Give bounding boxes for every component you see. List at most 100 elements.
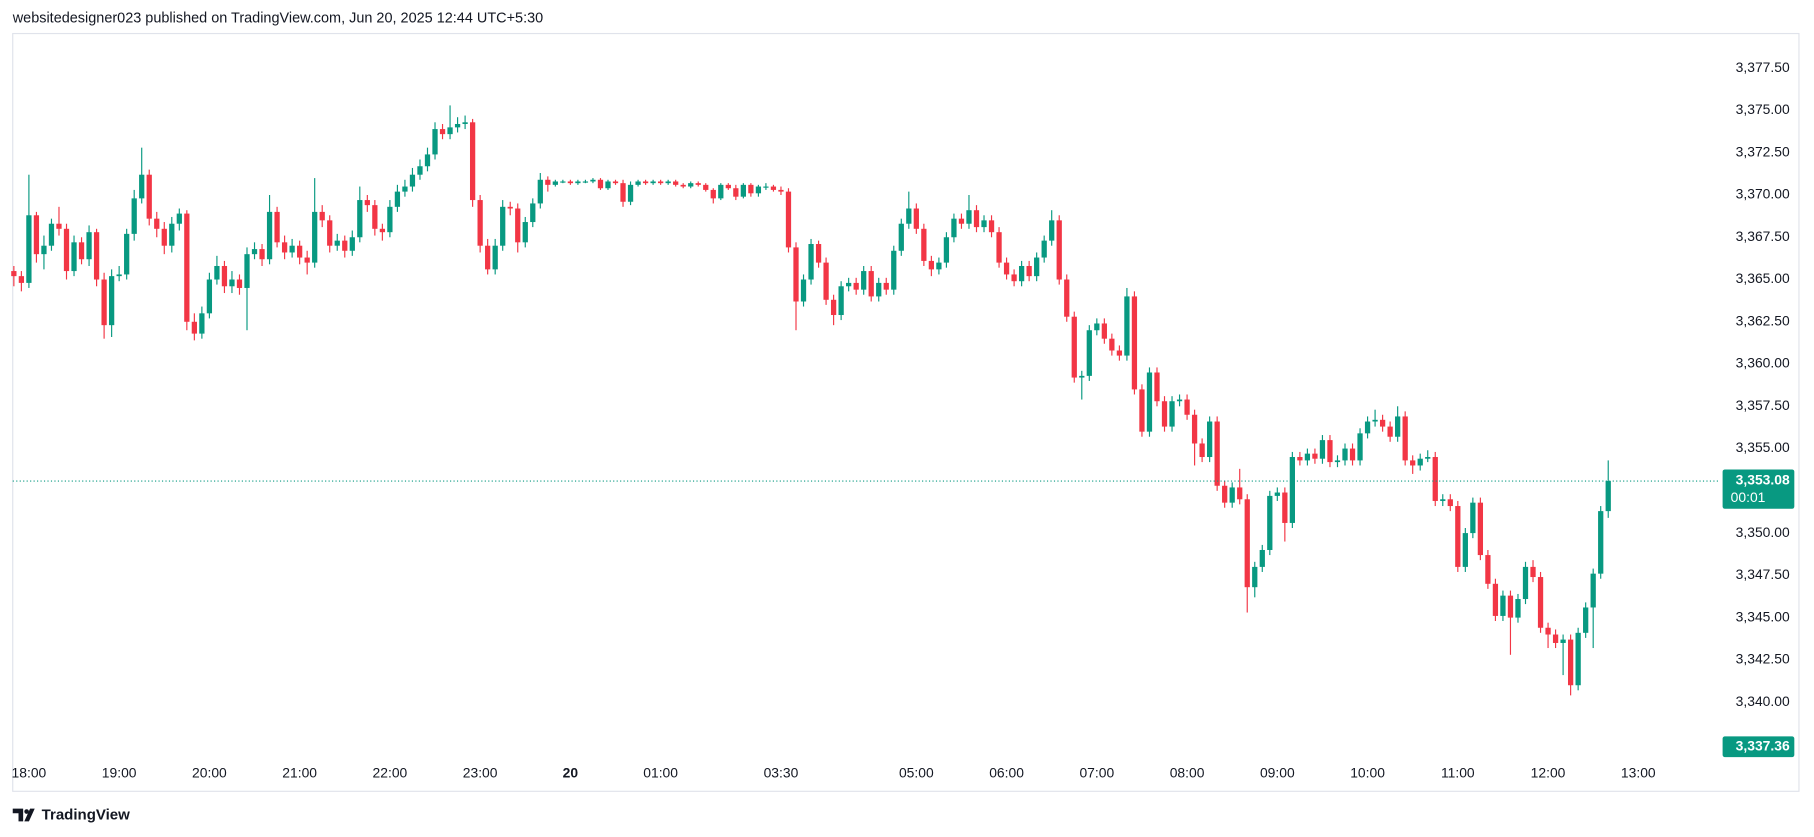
candle-body (1304, 453, 1311, 461)
candle-body (101, 279, 107, 326)
candle-body (838, 286, 844, 316)
candle-body (492, 245, 498, 270)
candle-body (364, 200, 370, 206)
candle-body (1289, 457, 1295, 523)
candle-body (477, 200, 483, 246)
candle-body (372, 205, 378, 229)
candle-body (650, 181, 656, 184)
x-tick-label: 22:00 (373, 765, 408, 781)
candle-body (808, 244, 814, 280)
candle-body (1432, 457, 1438, 501)
candle-body (1199, 443, 1205, 458)
y-tick-label: 3,367.50 (1736, 228, 1790, 244)
last-price-box (1722, 469, 1795, 509)
candle-body (1101, 323, 1107, 339)
candle-body (876, 282, 882, 297)
candle-body (357, 200, 363, 238)
candle-body (710, 189, 716, 199)
candle-body (1560, 639, 1566, 643)
candle-body (627, 184, 634, 202)
y-tick-label: 3,365.00 (1736, 270, 1790, 286)
y-tick-label: 3,370.00 (1736, 186, 1790, 202)
candle-body (1470, 502, 1476, 534)
candle-body (289, 245, 295, 253)
candle-body (846, 282, 852, 287)
candle-body (718, 184, 724, 199)
candle-body (1327, 440, 1333, 463)
candle-body (71, 242, 77, 272)
y-tick-label: 3,357.50 (1736, 397, 1790, 413)
candle-body (11, 271, 17, 277)
candle-body (1146, 372, 1153, 432)
candle-body (312, 211, 318, 263)
candle-body (394, 191, 401, 207)
candle-body (1492, 583, 1499, 616)
candle-body (673, 181, 679, 185)
candle-body (63, 228, 70, 272)
candle-body (861, 271, 867, 290)
candle-body (1537, 577, 1544, 628)
candle-body (1319, 440, 1326, 459)
candle-body (1139, 389, 1145, 432)
candle-body (575, 181, 581, 184)
candle-body (680, 184, 686, 187)
candle-body (635, 181, 641, 185)
candle-body (936, 262, 942, 270)
candle-body (221, 265, 228, 287)
candle-body (1349, 448, 1356, 461)
y-tick-label: 3,342.50 (1736, 651, 1790, 667)
candle-body (1410, 460, 1416, 466)
candle-body (1237, 487, 1243, 500)
candle-body (988, 220, 995, 233)
candle-body (161, 228, 167, 246)
candle-body (1252, 566, 1258, 588)
candle-body (1402, 416, 1408, 461)
candle-body (1244, 499, 1250, 588)
candle-body (537, 179, 543, 204)
candle-body (785, 191, 792, 248)
candle-body (898, 223, 904, 251)
candle-body (1440, 499, 1446, 501)
y-tick-label: 3,377.50 (1736, 59, 1790, 75)
candle-body (695, 183, 701, 185)
candle-body (1583, 607, 1589, 633)
candle-body (1567, 639, 1574, 686)
candle-body (1071, 316, 1077, 378)
candle-body (958, 218, 965, 224)
candle-body (33, 215, 40, 255)
candle-body (823, 262, 829, 300)
candle-body (1507, 595, 1514, 618)
y-tick-label: 3,372.50 (1736, 143, 1790, 159)
candle-body (830, 299, 837, 316)
y-tick-label: 3,355.00 (1736, 439, 1790, 455)
candle-body (590, 179, 596, 182)
x-tick-label: 11:00 (1441, 765, 1475, 781)
x-tick-label: 10:00 (1350, 765, 1385, 781)
candle-body (409, 174, 416, 187)
candle-body (1259, 549, 1265, 567)
candle-body (1011, 274, 1017, 282)
y-tick-label: 3,360.00 (1736, 355, 1790, 371)
candle-body (1515, 599, 1521, 618)
candle-body (319, 211, 325, 221)
candle-body (469, 122, 476, 201)
last-price-label: 3,353.08 (1736, 472, 1790, 488)
candle-body (1282, 492, 1288, 523)
chart-frame (12, 32, 1800, 792)
candle-body (417, 166, 423, 175)
candle-body (1094, 323, 1100, 331)
candle-body (996, 232, 1002, 263)
candle-body (1530, 566, 1536, 578)
y-tick-label: 3,347.50 (1736, 566, 1790, 582)
x-tick-label: 09:00 (1260, 765, 1295, 781)
candle-body (1109, 338, 1115, 351)
candle-body (191, 321, 197, 334)
y-tick-label: 3,362.50 (1736, 312, 1790, 328)
candle-body (1131, 296, 1138, 390)
y-tick-label: 3,375.00 (1736, 101, 1790, 117)
candle-body (169, 223, 175, 246)
brand-logo (12, 808, 35, 822)
candle-body (214, 265, 220, 280)
